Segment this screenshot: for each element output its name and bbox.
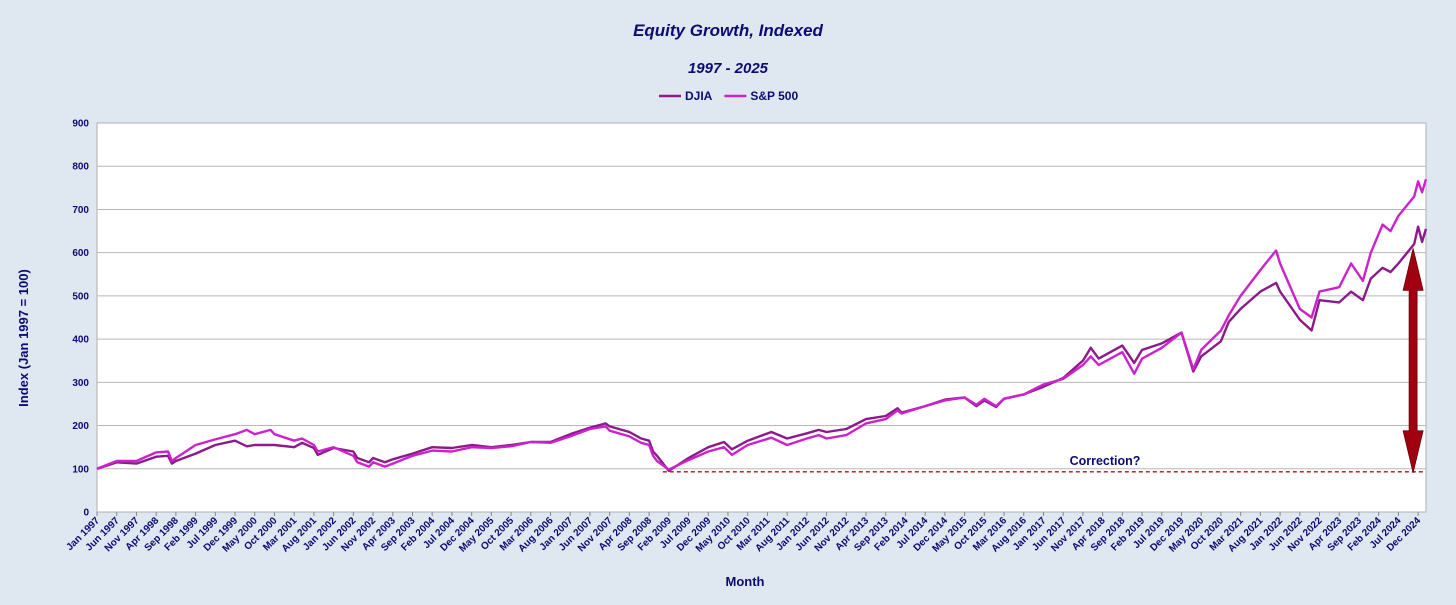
annotations: Correction? bbox=[662, 248, 1424, 473]
legend: DJIA S&P 500 bbox=[659, 89, 798, 103]
gridlines bbox=[97, 165, 1426, 470]
y-tick-label: 900 bbox=[72, 119, 89, 130]
correction-label: Correction? bbox=[1070, 454, 1141, 468]
y-axis-ticks: 0 100 200 300 400 500 600 700 800 900 bbox=[72, 119, 89, 519]
double-arrow bbox=[1402, 248, 1424, 473]
y-tick-label: 700 bbox=[72, 205, 89, 216]
y-tick-label: 800 bbox=[72, 162, 89, 173]
series-line-s-p-500 bbox=[96, 178, 1428, 471]
y-tick-label: 0 bbox=[83, 508, 89, 519]
plot-area bbox=[96, 122, 1427, 513]
y-tick-label: 300 bbox=[72, 378, 89, 389]
chart-subtitle: 1997 - 2025 bbox=[688, 60, 769, 77]
legend-label: S&P 500 bbox=[750, 89, 798, 103]
y-tick-label: 500 bbox=[72, 291, 89, 302]
y-tick-label: 200 bbox=[72, 421, 89, 432]
x-axis-label: Month bbox=[726, 574, 765, 589]
legend-label: DJIA bbox=[685, 89, 713, 103]
series-group bbox=[96, 178, 1428, 473]
y-tick-label: 600 bbox=[72, 248, 89, 259]
chart-title: Equity Growth, Indexed bbox=[633, 21, 823, 40]
y-tick-label: 400 bbox=[72, 335, 89, 346]
y-axis-label: Index (Jan 1997 = 100) bbox=[16, 269, 31, 407]
y-tick-label: 100 bbox=[72, 464, 89, 475]
series-line-djia bbox=[96, 225, 1428, 473]
